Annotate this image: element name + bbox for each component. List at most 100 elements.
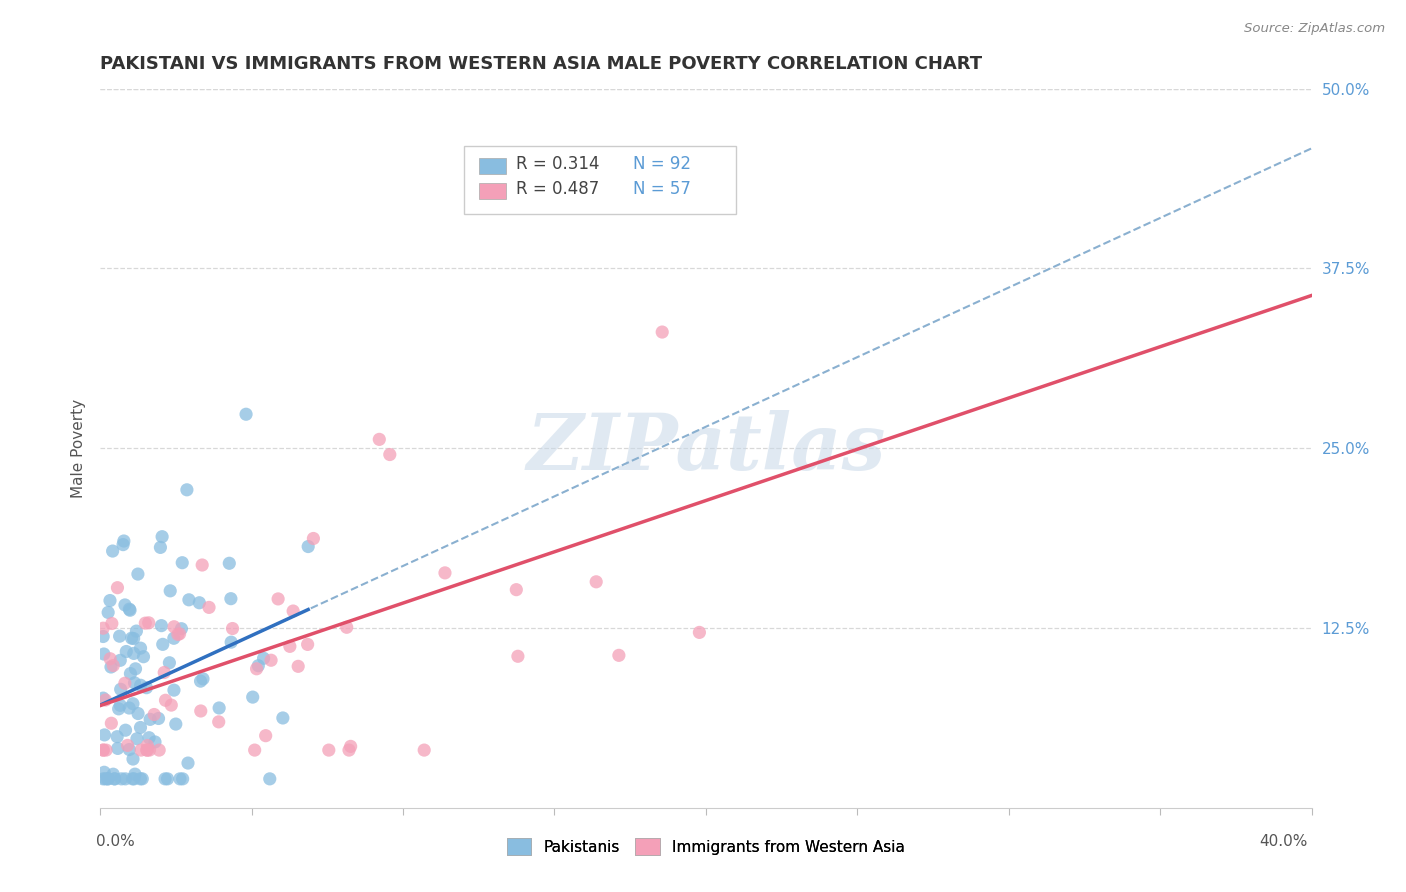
Point [153,665,176,680]
Point [247,658,270,673]
Point [104,772,127,786]
Point [124,662,146,676]
Point [150,618,173,632]
Text: Source: ZipAtlas.com: Source: ZipAtlas.com [1244,22,1385,36]
Point [134,616,156,631]
Point [91,743,114,757]
Point [651,325,673,339]
Point [433,566,456,580]
Point [221,622,243,636]
Point [122,632,145,646]
Point [155,693,177,707]
Point [143,707,166,722]
Point [149,541,172,555]
Point [177,756,200,770]
Point [271,711,294,725]
Point [148,711,170,725]
Point [287,659,309,673]
Point [170,622,193,636]
Point [115,644,138,658]
Point [97,772,120,786]
Point [125,624,148,639]
Point [138,743,160,757]
Point [219,635,242,649]
Point [254,729,277,743]
Point [108,629,131,643]
Point [93,647,115,661]
Text: PAKISTANI VS IMMIGRANTS FROM WESTERN ASIA MALE POVERTY CORRELATION CHART: PAKISTANI VS IMMIGRANTS FROM WESTERN ASI… [100,55,983,73]
Point [129,743,152,757]
Text: 40.0%: 40.0% [1260,834,1308,848]
Point [131,772,153,786]
Point [118,701,141,715]
Point [607,648,630,663]
Point [103,658,125,673]
Point [148,743,170,757]
Point [112,534,135,549]
Point [169,772,191,786]
Point [91,630,114,644]
Text: R = 0.487: R = 0.487 [516,180,599,198]
Point [93,765,115,780]
Text: ZIPatlas: ZIPatlas [526,409,886,486]
Bar [479,159,506,174]
FancyBboxPatch shape [464,146,737,214]
Point [585,574,607,589]
Point [318,743,340,757]
Point [110,772,132,786]
Y-axis label: Male Poverty: Male Poverty [72,399,86,498]
Point [191,558,214,572]
Point [129,721,152,735]
Point [97,772,120,786]
Point [97,606,120,620]
Point [138,731,160,745]
Point [91,621,114,635]
Text: R = 0.314: R = 0.314 [516,155,599,173]
Point [135,681,157,695]
Point [198,600,221,615]
Point [243,743,266,757]
Point [124,767,146,781]
Point [172,772,194,786]
Text: 0.0%: 0.0% [96,834,135,848]
Point [129,641,152,656]
Point [143,735,166,749]
Point [152,637,174,651]
Point [91,772,114,786]
Point [302,532,325,546]
Point [252,651,274,665]
Point [297,540,319,554]
Point [267,591,290,606]
Point [208,701,231,715]
Point [138,615,160,630]
Point [166,627,188,641]
Point [242,690,264,705]
Point [297,637,319,651]
Point [176,483,198,497]
Point [125,731,148,746]
Point [413,743,436,757]
Point [91,743,114,757]
Text: N = 57: N = 57 [633,180,692,198]
Point [159,583,181,598]
Point [165,717,187,731]
Point [378,448,401,462]
Point [688,625,710,640]
Point [105,730,128,744]
Point [177,592,200,607]
Point [163,683,186,698]
Point [150,530,173,544]
Point [94,693,117,707]
Point [114,598,136,612]
Point [136,739,159,753]
Point [103,772,125,786]
Point [505,582,527,597]
Point [110,653,132,667]
Point [98,593,121,607]
Point [110,698,132,713]
Point [122,772,145,786]
Point [121,772,143,786]
Point [94,743,117,757]
Legend: Pakistanis, Immigrants from Western Asia: Pakistanis, Immigrants from Western Asia [501,832,911,861]
Point [163,620,186,634]
